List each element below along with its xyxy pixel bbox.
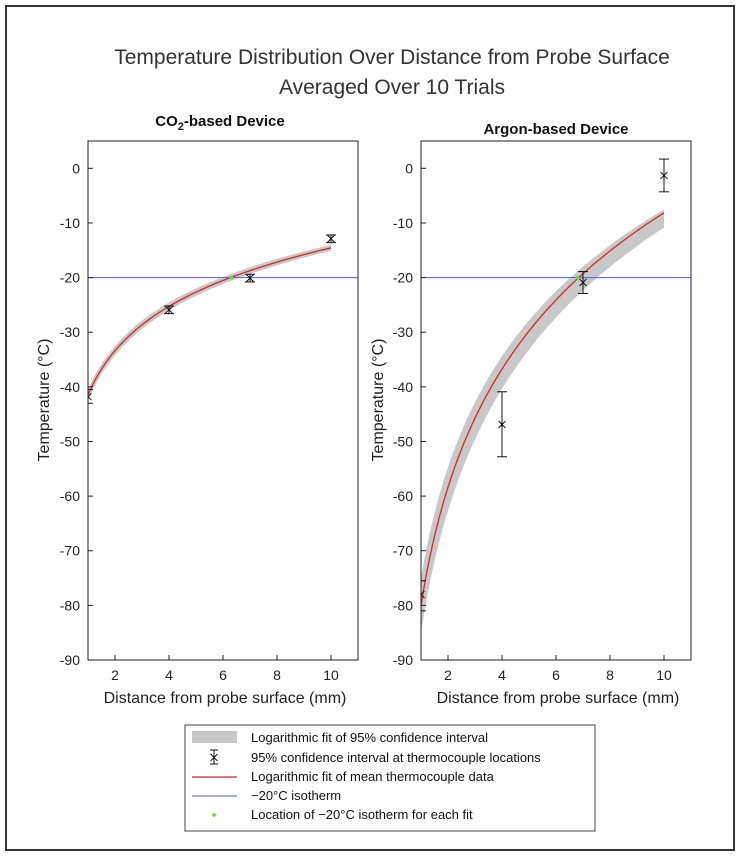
panel-left-ytick-label: -10 [60,215,80,231]
legend-box [184,724,596,832]
panel-left-xtick-label: 4 [165,667,173,683]
legend-label-errorbar: 95% confidence interval at thermocouple … [251,750,541,765]
legend-label-isotherm: −20°C isotherm [251,788,341,803]
panel-left-title-main: CO [155,113,178,130]
panel-right-marker-b-2 [579,278,587,287]
panel-right-marker-a-0 [421,593,425,599]
panel-left-xtick-label: 2 [111,667,119,683]
panel-left-title: CO2-based Device [155,113,285,133]
panel-left-ytick-label: -40 [60,379,80,395]
panel-left-marker-b-1 [165,305,173,314]
panel-left-title-subscript: 2 [178,121,184,133]
figure-frame [5,5,735,851]
panel-right-fit-line [421,212,665,606]
panel-left-marker-a-0 [88,395,92,401]
legend-label-fit: Logarithmic fit of mean thermocouple dat… [251,769,495,784]
legend-label-band: Logarithmic fit of 95% confidence interv… [251,730,488,745]
panel-right-ytick-label: -60 [393,488,413,504]
panel-right-errorbar-3 [659,158,669,193]
legend-swatch-errorbar [210,749,218,765]
panel-right-errorbar-1 [497,391,507,458]
panel-right-marker-b-1 [498,420,506,429]
panel-left-plot: 0 -10 -20 -30 -40 -50 -60 -70 -80 -90 2 4 6 8 10 [60,140,359,683]
panel-left-ci-band [88,244,331,401]
chart-title-line2: Averaged Over 10 Trials [279,76,505,99]
panel-left-marker-b-3 [327,234,335,243]
panel-right-ytick-label: -50 [393,433,413,449]
panel-left-plot-area [88,234,358,404]
panel-left-xlabel: Distance from probe surface (mm) [104,690,347,707]
panel-right-xtick-label: 6 [552,667,560,683]
panel-right-marker-b-3 [660,171,668,180]
panel-left-ylabel: Temperature (°C) [36,339,53,462]
panel-right-errorbar-0 [421,580,426,612]
panel-right-marker-b-0 [421,590,425,596]
panel-right-isotherm-point [575,275,580,280]
chart-title-line1: Temperature Distribution Over Distance f… [114,46,670,69]
panel-right-ytick-label: -90 [393,652,413,668]
legend-swatch-band [192,731,237,743]
panel-left-ytick-label: -80 [60,597,80,613]
panel-left-ytick-label: -90 [60,652,80,668]
panel-left-ytick-label: -70 [60,543,80,559]
panel-right-ci-band [421,209,664,633]
panel-left-ytick-label: -50 [60,433,80,449]
panel-left-errorbar-2 [245,273,255,283]
panel-left-ytick-label: -20 [60,270,80,286]
panel-left-title-rest: -based Device [184,113,285,130]
panel-right-ytick-label: -70 [393,543,413,559]
legend-swatch-point [212,813,216,817]
panel-left-fit-line [88,247,332,396]
panel-left-errorbar-3 [326,234,336,244]
panel-left-xtick-label: 8 [273,667,281,683]
panel-right-xtick-label: 10 [656,667,672,683]
panel-right-errorbar-2 [578,271,588,294]
panel-right-ytick-label: 0 [405,160,413,176]
panel-left-marker-b-0 [88,392,92,398]
panel-left-xtick-label: 6 [219,667,227,683]
panel-right-xtick-label: 4 [498,667,506,683]
panel-left-marker-b-2 [246,274,254,282]
panel-right-title: Argon-based Device [483,121,628,138]
panel-left-ytick-label: -60 [60,488,80,504]
panel-right-title-main: Argon-based Device [483,121,628,138]
panel-right-xtick-label: 8 [606,667,614,683]
panel-left-errorbar-0 [88,389,93,404]
legend-label-point: Location of −20°C isotherm for each fit [251,807,473,822]
panel-right-ylabel: Temperature (°C) [370,339,387,462]
panel-right-ytick-label: -80 [393,597,413,613]
panel-right-xtick-label: 2 [444,667,452,683]
panel-left-isotherm-point [229,275,233,280]
panel-right-ytick-label: -40 [393,379,413,395]
panel-right-plot: 0 -10 -20 -30 -40 -50 -60 -70 -80 -90 2 4 6 8 10 [393,140,692,683]
panel-right-plot-area [421,158,691,633]
panel-right-ytick-label: -30 [393,324,413,340]
panel-right-xlabel: Distance from probe surface (mm) [437,690,680,707]
panel-right-ytick-label: -10 [393,215,413,231]
panel-left-errorbar-1 [164,305,174,315]
panel-left-xtick-label: 10 [323,667,339,683]
panel-right-ytick-label: -20 [393,270,413,286]
panel-left-ytick-label: 0 [72,160,80,176]
panel-left-ytick-label: -30 [60,324,80,340]
panel-left-axes-box [87,140,359,661]
